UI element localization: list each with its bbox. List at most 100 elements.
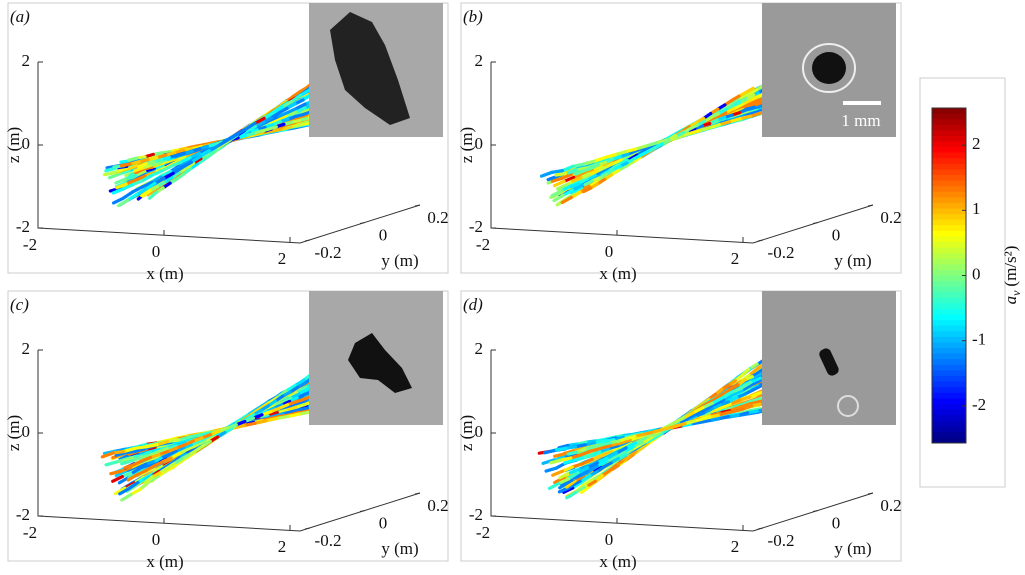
trajectory-segment — [144, 443, 159, 449]
trajectory-segment — [605, 451, 619, 461]
trajectory-segment — [553, 452, 566, 458]
trajectory-segment — [588, 446, 603, 453]
trajectory-segment — [144, 181, 157, 191]
trajectory-segment — [602, 438, 616, 443]
trajectory-segment — [553, 179, 566, 188]
y-tick — [414, 204, 421, 207]
trajectory-segment — [117, 475, 130, 485]
trajectory-segment — [138, 480, 151, 491]
trajectory-segment — [691, 406, 705, 415]
colorbar-cell — [932, 158, 966, 165]
trajectory-segment — [180, 160, 193, 170]
trajectory-segment — [150, 175, 163, 185]
colorbar-cell — [932, 269, 966, 276]
colorbar-cell — [932, 264, 966, 271]
trajectory-segment — [749, 376, 763, 384]
trajectory-segment — [119, 162, 132, 168]
colorbar-label-part: (m/s²) — [1001, 246, 1020, 287]
trajectory-segment — [686, 129, 701, 136]
trajectory-segment — [728, 398, 742, 406]
trajectory-segment — [112, 196, 125, 205]
trajectory-segment — [166, 438, 181, 444]
z-axis-label: z (m) — [4, 415, 23, 451]
colorbar-cell — [932, 242, 966, 249]
colorbar-cell — [932, 147, 966, 154]
particle-ring — [837, 395, 859, 417]
trajectory-segment — [554, 446, 568, 452]
trajectory-segment — [571, 172, 585, 180]
trajectory-segment — [728, 117, 742, 124]
trajectory-segment — [613, 450, 626, 459]
panel: (b) -2 0 2 -2 0 2 -0.2 0 0.2 x (m) y (m) z (m) 1 mm — [457, 2, 902, 283]
z-tick-label: 0 — [22, 422, 31, 441]
colorbar-cell — [932, 364, 966, 371]
trajectory-segment — [265, 118, 279, 126]
trajectory-segment — [114, 451, 128, 457]
trajectory-segment — [177, 447, 190, 456]
colorbar-cell — [932, 113, 966, 120]
y-tick-label: 0.2 — [880, 208, 901, 227]
trajectory-segment — [284, 405, 298, 412]
trajectory-segment — [280, 100, 294, 109]
trajectory-segment — [284, 107, 298, 115]
trajectory-segment — [117, 169, 131, 176]
x-tick-label: -2 — [476, 523, 490, 542]
trajectory-segment — [727, 97, 740, 106]
trajectory-segment — [569, 182, 581, 189]
trajectory-segment — [147, 450, 160, 458]
trajectory-segment — [745, 88, 759, 97]
trajectory-segment — [616, 158, 630, 167]
trajectory-segment — [749, 111, 763, 118]
trajectory-segment — [593, 439, 606, 445]
trajectory-segment — [143, 167, 157, 174]
trajectory-segment — [298, 88, 312, 98]
trajectory-segment — [285, 391, 299, 400]
y-tick — [414, 492, 421, 495]
particle — [819, 348, 839, 376]
z-tick-label: -2 — [469, 505, 483, 524]
y-tick — [812, 222, 819, 224]
colorbar-cell — [932, 135, 966, 142]
trajectory-segment — [284, 383, 297, 393]
trajectory-segment — [695, 407, 708, 416]
trajectory-segment — [119, 459, 133, 466]
panel-frame — [460, 290, 902, 562]
trajectory-segment — [581, 159, 596, 166]
trajectory-segment — [576, 466, 590, 475]
particle — [348, 333, 412, 393]
trajectory-segment — [560, 172, 573, 180]
trajectory-segment — [107, 172, 122, 180]
trajectory-segment — [159, 164, 173, 173]
particle — [330, 12, 410, 125]
trajectory-segment — [178, 156, 192, 164]
trajectory-segment — [595, 459, 608, 468]
trajectory-segment — [586, 461, 599, 470]
colorbar-cell — [932, 275, 966, 282]
trajectory-segment — [275, 114, 288, 122]
colorbar-cell — [932, 331, 966, 338]
trajectory-segment — [568, 474, 581, 482]
trajectory-segment — [126, 192, 139, 202]
trajectory-segment — [580, 457, 594, 466]
trajectory-segment — [549, 458, 563, 465]
colorbar-cell — [932, 191, 966, 198]
trajectory-segment — [147, 190, 158, 200]
trajectory-segment — [628, 435, 642, 442]
trajectory-segment — [553, 475, 566, 485]
colorbar-cell — [932, 286, 966, 293]
trajectory-segment — [120, 470, 134, 479]
trajectory-segment — [256, 122, 270, 130]
trajectory-segment — [275, 414, 290, 421]
trajectory-segment — [123, 481, 136, 490]
colorbar-label-part: v — [1009, 290, 1023, 296]
trajectory-segment — [266, 396, 279, 406]
trajectory-segment — [550, 176, 564, 183]
trajectory-segment — [728, 405, 742, 413]
colorbar-cell — [932, 415, 966, 422]
panel-label: (c) — [10, 295, 29, 314]
trajectory-segment — [643, 431, 657, 440]
x-tick-label: 0 — [152, 530, 161, 549]
trajectory-segment — [569, 190, 582, 200]
colorbar-cell — [932, 381, 966, 388]
colorbar-cell — [932, 403, 966, 410]
